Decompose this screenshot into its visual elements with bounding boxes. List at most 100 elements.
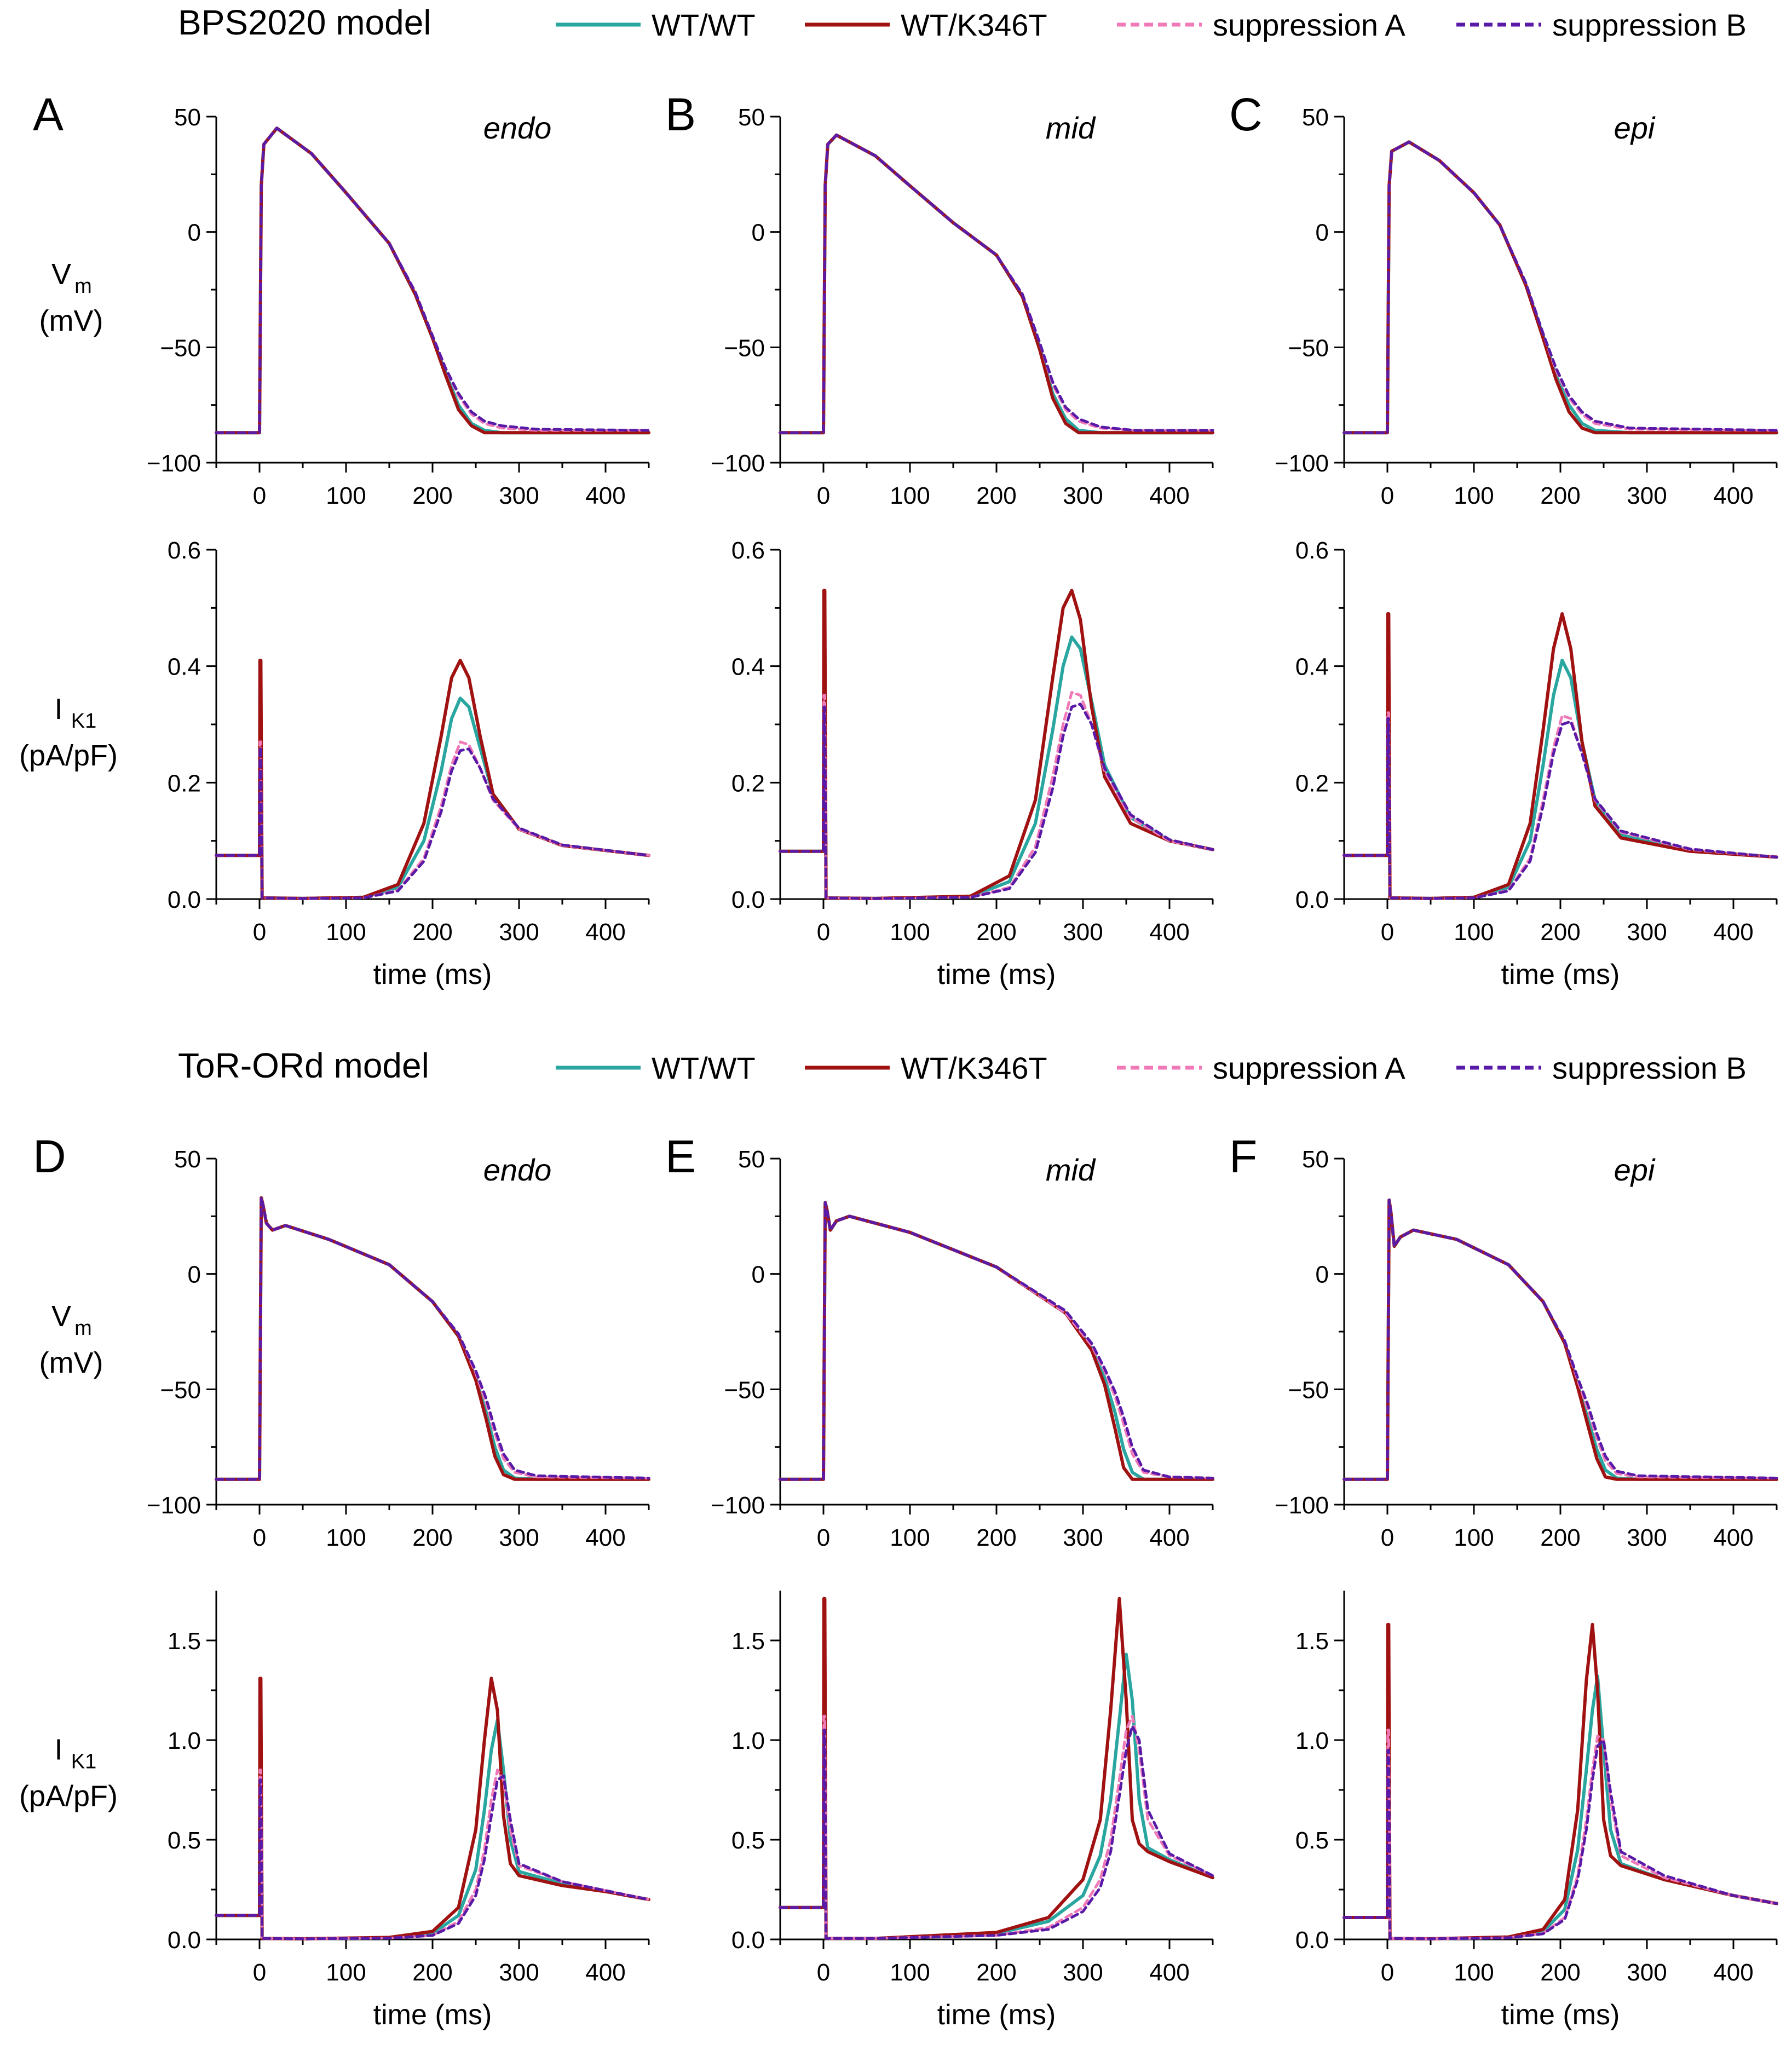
- x-tick-label: 300: [499, 919, 539, 946]
- panel-B-vm-chart: 0 100 200 300 400 −100 −50 0 50 mid B: [665, 89, 1214, 509]
- series-line-suppression-b: [215, 746, 650, 900]
- series-line-wt-wt: [779, 1201, 1214, 1481]
- y-tick-label: 50: [1302, 1146, 1329, 1173]
- x-tick-label: 0: [817, 919, 830, 946]
- panel-B-ik1-chart: 0 100 200 300 400 0.0 0.2 0.4 0.6 time (ms): [731, 537, 1214, 991]
- x-tick-label: 0: [1381, 919, 1394, 946]
- y-tick-label: −50: [724, 1377, 765, 1403]
- series-line-suppression-a: [1342, 711, 1778, 900]
- y-axis-title-unit: (mV): [39, 1346, 103, 1379]
- x-tick-label: 100: [890, 1959, 930, 1986]
- panel-F-ik1-chart: 0 100 200 300 400 0.0 0.5 1.0 1.5 time (ms): [1295, 1591, 1778, 2031]
- x-tick-label: 300: [1063, 919, 1103, 946]
- y-tick-label: 50: [174, 1146, 201, 1173]
- panel-letter-D: D: [33, 1131, 66, 1182]
- x-tick-label: 300: [1627, 919, 1667, 946]
- y-tick-label: 0.4: [1295, 654, 1329, 681]
- x-tick-label: 200: [1540, 1524, 1580, 1551]
- y-tick-label: 50: [1302, 104, 1329, 131]
- x-tick-label: 200: [412, 482, 452, 509]
- series-line-suppression-b: [1342, 140, 1778, 434]
- x-tick-label: 0: [253, 1959, 266, 1986]
- series-line-wt-wt: [779, 635, 1214, 900]
- y-tick-label: 50: [738, 1146, 765, 1173]
- panel-E-vm-chart: 0 100 200 300 400 −100 −50 0 50 mid E: [665, 1131, 1214, 1551]
- x-tick-label: 400: [1149, 482, 1189, 509]
- x-tick-label: 100: [1454, 919, 1494, 946]
- panel-E-ik1-chart: 0 100 200 300 400 0.0 0.5 1.0 1.5 time (ms): [731, 1591, 1214, 2031]
- series-line-suppression-b: [1342, 1738, 1778, 1940]
- tissue-label: mid: [1046, 111, 1096, 145]
- series-line-wt-k346t: [215, 1677, 650, 1940]
- series-line-suppression-b: [1342, 717, 1778, 900]
- legend-label-1: WT/WT: [652, 8, 756, 42]
- y-tick-label: 0.0: [731, 886, 765, 913]
- panel-letter-B: B: [665, 89, 696, 140]
- y-tick-label: 0.6: [731, 537, 765, 564]
- x-tick-label: 100: [326, 1959, 366, 1986]
- panel-D-vm-chart: 0 100 200 300 400 −100 −50 0 50 endo D: [33, 1131, 650, 1551]
- y-axis-title-unit: (mV): [39, 304, 103, 337]
- y-axis-title-sub: K1: [71, 1750, 96, 1773]
- y-axis-title-sub: K1: [71, 710, 96, 733]
- tissue-label: endo: [483, 1153, 552, 1187]
- series-line-wt-k346t: [779, 133, 1214, 435]
- tissue-label: epi: [1614, 1153, 1656, 1187]
- y-tick-label: 0.0: [731, 1927, 765, 1954]
- series-line-suppression-a: [779, 691, 1214, 900]
- series-line-wt-wt: [215, 1196, 650, 1481]
- series-line-suppression-b: [779, 134, 1214, 434]
- x-tick-label: 400: [1713, 919, 1753, 946]
- legend: WT/WT WT/K346T suppression A suppression B: [556, 1051, 1747, 1085]
- section-title: ToR-ORd model: [178, 1046, 429, 1085]
- panel-letter-E: E: [665, 1131, 696, 1182]
- y-tick-label: 1.0: [168, 1727, 201, 1754]
- x-tick-label: 300: [1063, 1959, 1103, 1986]
- series-line-wt-k346t: [1342, 612, 1778, 900]
- x-tick-label: 400: [1713, 482, 1753, 509]
- y-axis-title-main: I: [54, 1734, 62, 1766]
- y-tick-label: 1.5: [731, 1628, 765, 1655]
- x-axis-title: time (ms): [1501, 1999, 1620, 2031]
- y-axis-title-sub: m: [74, 275, 92, 298]
- x-tick-label: 400: [1149, 919, 1189, 946]
- legend: WT/WT WT/K346T suppression A suppression B: [556, 8, 1747, 42]
- y-tick-label: 0.6: [1295, 537, 1329, 564]
- series-line-suppression-a: [215, 1196, 650, 1481]
- y-axis-title-unit: (pA/pF): [19, 1780, 118, 1813]
- x-tick-label: 200: [1540, 1959, 1580, 1986]
- series-line-wt-k346t: [1342, 1622, 1778, 1940]
- x-tick-label: 0: [253, 919, 266, 946]
- x-tick-label: 300: [1627, 482, 1667, 509]
- legend-label-2: WT/K346T: [901, 1051, 1047, 1085]
- y-tick-label: 0: [1316, 220, 1329, 246]
- x-tick-label: 300: [1063, 482, 1103, 509]
- x-tick-label: 400: [1713, 1524, 1753, 1551]
- x-tick-label: 100: [326, 919, 366, 946]
- series-line-suppression-a: [779, 1201, 1214, 1481]
- tissue-label: mid: [1046, 1153, 1096, 1187]
- series-line-suppression-b: [779, 702, 1214, 900]
- x-axis-title: time (ms): [373, 1999, 492, 2031]
- series-line-wt-k346t: [779, 1201, 1214, 1481]
- panel-letter-C: C: [1229, 89, 1263, 140]
- x-tick-label: 200: [976, 482, 1016, 509]
- y-tick-label: 0.0: [168, 1927, 201, 1954]
- y-tick-label: 0.0: [1295, 886, 1329, 913]
- legend-label-4: suppression B: [1552, 1051, 1747, 1085]
- series-line-suppression-b: [1342, 1199, 1778, 1481]
- series-line-wt-k346t: [779, 589, 1214, 900]
- series-line-wt-wt: [215, 693, 650, 900]
- y-tick-label: 0.5: [1295, 1827, 1329, 1854]
- x-tick-label: 0: [253, 482, 266, 509]
- series-line-suppression-a: [779, 134, 1214, 434]
- series-line-suppression-b: [779, 1725, 1214, 1940]
- panel-letter-A: A: [33, 89, 64, 140]
- x-tick-label: 100: [890, 482, 930, 509]
- series-line-wt-wt: [215, 1718, 650, 1940]
- x-tick-label: 200: [412, 1959, 452, 1986]
- x-tick-label: 0: [817, 1959, 830, 1986]
- series-line-suppression-a: [215, 126, 650, 434]
- x-tick-label: 300: [1627, 1524, 1667, 1551]
- y-tick-label: 0.2: [1295, 770, 1329, 797]
